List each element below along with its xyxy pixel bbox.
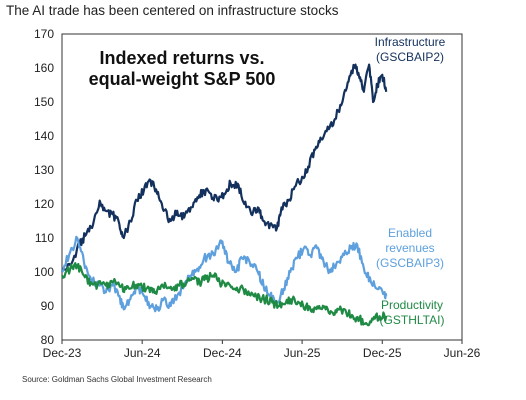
y-tick-label: 150 [34,95,54,109]
y-tick-label: 170 [34,27,54,41]
y-tick-label: 100 [34,265,54,279]
label-enabled-name-1: Enabled [388,226,432,240]
y-tick-label: 80 [41,333,55,347]
chart-title-line-1: Indexed returns vs. [99,48,264,68]
label-productivity-code: (GSTHLTAI) [380,313,445,327]
series-line-productivity [61,262,388,327]
x-axis: Dec-23 Jun-24 Dec-24 Jun-25 Dec-25 Jun-26 [43,340,481,360]
label-enabled-name-2: revenues [385,241,434,255]
y-tick-label: 110 [35,231,54,245]
y-tick-label: 130 [34,163,54,177]
y-axis: 80 90 100 110 120 130 140 150 160 170 [34,27,54,347]
y-tick-label: 140 [34,129,54,143]
x-tick-label: Dec-23 [43,346,82,360]
series-line-infrastructure [60,63,388,273]
x-tick-label: Dec-25 [363,346,402,360]
x-tick-label: Jun-26 [444,346,481,360]
y-tick-label: 160 [34,61,54,75]
x-tick-label: Dec-24 [203,346,242,360]
label-infrastructure-name: Infrastructure [375,35,446,49]
series-line-enabled-revenues [61,235,388,313]
x-tick-label: Jun-25 [284,346,321,360]
y-tick-label: 90 [41,299,55,313]
chart-headline: The AI trade has been centered on infras… [6,3,339,18]
label-productivity-name: Productivity [381,298,443,312]
source-note: Source: Goldman Sachs Global Investment … [22,375,212,384]
series-lines [60,63,388,327]
x-tick-label: Jun-24 [124,346,161,360]
chart-title-line-2: equal-weight S&P 500 [89,69,276,89]
plot-frame [61,33,463,341]
label-infrastructure-code: (GSCBAIP2) [376,50,444,64]
label-enabled-code: (GSCBAIP3) [376,256,444,270]
y-tick-label: 120 [34,197,54,211]
